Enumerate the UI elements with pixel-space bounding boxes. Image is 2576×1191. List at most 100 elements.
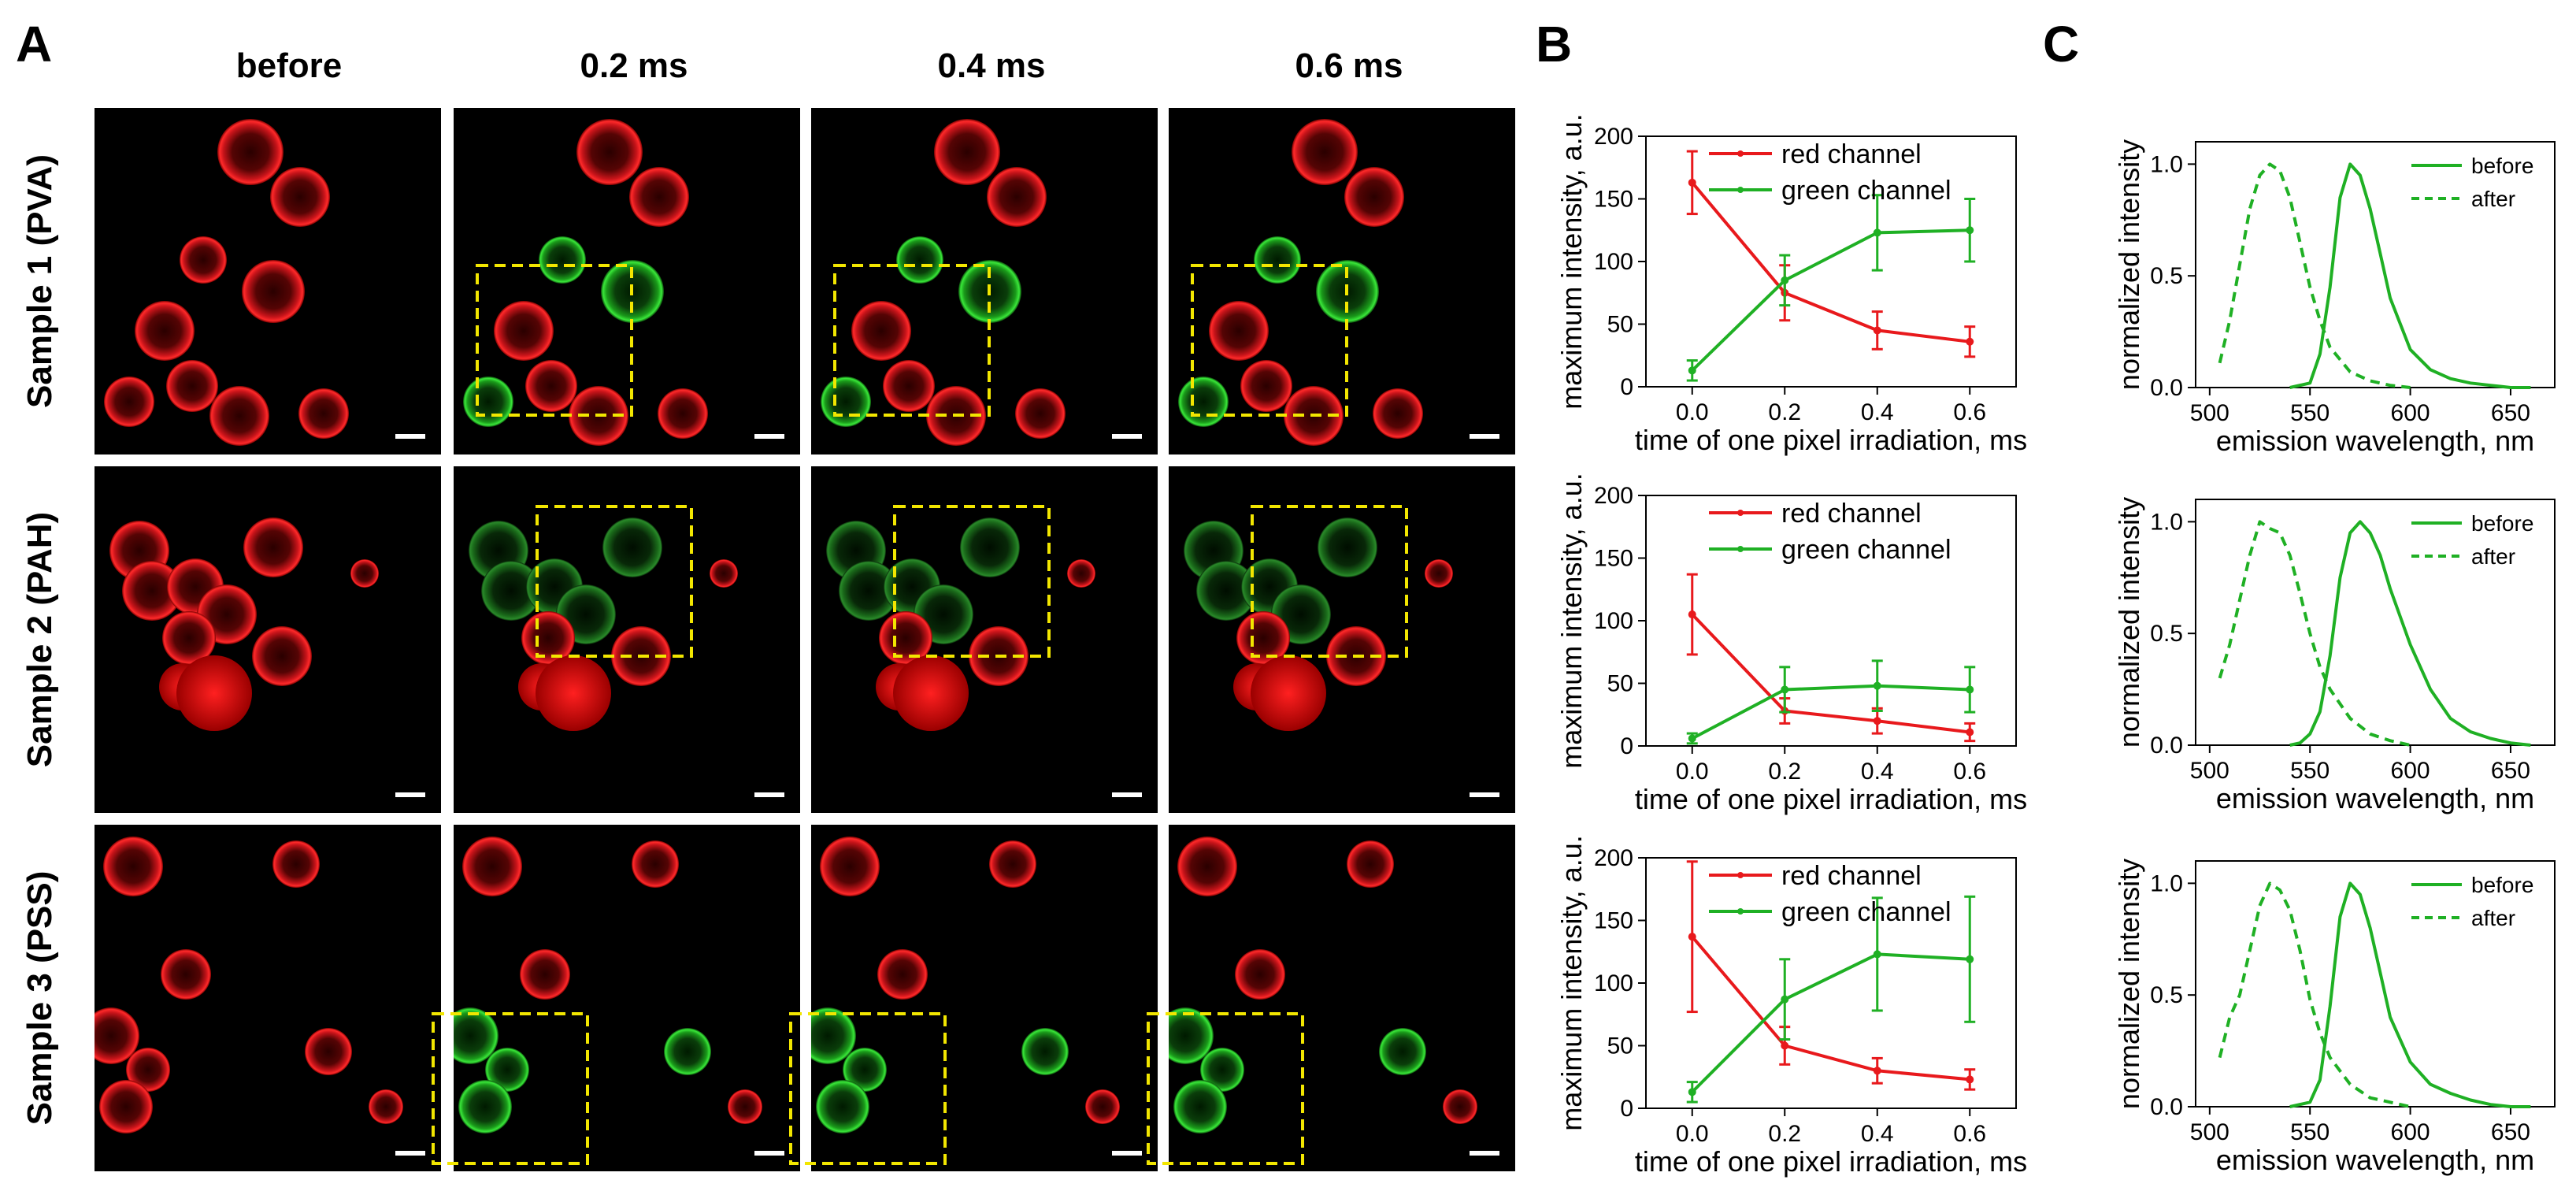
legend-label: before xyxy=(2471,873,2533,897)
capsule xyxy=(272,840,320,888)
capsule xyxy=(1318,518,1377,577)
data-point xyxy=(1873,681,1881,690)
y-tick-label: 0.0 xyxy=(2150,375,2183,401)
capsule xyxy=(462,837,522,896)
capsule xyxy=(1292,119,1358,185)
capsule xyxy=(987,167,1047,227)
capsule xyxy=(1085,1089,1120,1124)
capsule xyxy=(99,1080,153,1133)
capsule xyxy=(1235,949,1285,1000)
x-tick-label: 0.6 xyxy=(1953,399,1986,425)
data-point xyxy=(1966,337,1974,346)
capsule xyxy=(877,949,928,1000)
image-tile-r3-c4 xyxy=(1147,825,1515,1171)
capsule xyxy=(536,655,611,731)
capsule xyxy=(520,949,570,1000)
plot-frame xyxy=(2195,141,2556,388)
capsule xyxy=(893,655,969,731)
capsule xyxy=(243,518,303,577)
capsule xyxy=(1240,360,1292,412)
y-tick-label: 50 xyxy=(1607,1033,1633,1059)
capsule xyxy=(162,611,216,665)
highlight-box xyxy=(1147,1012,1304,1165)
y-tick-label: 100 xyxy=(1594,970,1633,996)
data-point xyxy=(1966,685,1974,694)
image-tile-r2-c1 xyxy=(95,466,441,813)
scale-bar xyxy=(754,434,784,439)
legend-label: after xyxy=(2471,544,2515,569)
x-axis-title: time of one pixel irradiation, ms xyxy=(1635,783,2027,815)
image-tile-r1-c2 xyxy=(454,108,800,455)
capsule xyxy=(103,837,163,896)
series-line-green-channel xyxy=(1691,228,1970,372)
scale-bar xyxy=(1470,1151,1499,1156)
scale-bar xyxy=(754,792,784,797)
y-tick-label: 0 xyxy=(1620,733,1633,759)
image-tile-r3-c3 xyxy=(789,825,1158,1171)
x-tick-label: 0.2 xyxy=(1768,1121,1801,1147)
data-point xyxy=(1966,728,1974,736)
capsule xyxy=(1443,1089,1477,1124)
capsule xyxy=(1209,301,1269,361)
y-axis-title: normalized intensity xyxy=(2113,139,2145,390)
microscopy-grid xyxy=(95,108,1515,1171)
series-line-after xyxy=(2218,520,2411,747)
y-tick-label: 0.0 xyxy=(2150,1094,2183,1120)
legend-label: red channel xyxy=(1781,499,1922,529)
row-label-sample-2: Sample 2 (PAH) xyxy=(20,512,59,767)
capsule xyxy=(305,1028,352,1075)
capsule xyxy=(242,260,305,323)
row-label-sample-1: Sample 1 (PVA) xyxy=(20,154,59,408)
legend-label: after xyxy=(2471,906,2515,930)
highlight-box xyxy=(432,1012,589,1165)
y-tick-label: 150 xyxy=(1594,546,1633,572)
y-tick-label: 150 xyxy=(1594,187,1633,213)
legend-marker xyxy=(1737,872,1744,878)
y-tick-label: 100 xyxy=(1594,249,1633,275)
plot-frame xyxy=(1645,495,2017,747)
data-point xyxy=(1688,933,1696,941)
highlight-box xyxy=(789,1012,947,1165)
y-tick-label: 1.0 xyxy=(2150,870,2183,896)
image-tile-r3-c2 xyxy=(432,825,800,1171)
y-axis-title: maximum intensity, a.u. xyxy=(1555,835,1588,1130)
capsule xyxy=(252,626,312,686)
column-header-before: before xyxy=(236,46,342,85)
y-tick-label: 200 xyxy=(1594,483,1633,509)
capsule xyxy=(1236,611,1290,665)
x-tick-label: 0.0 xyxy=(1676,1121,1709,1147)
y-tick-label: 0.5 xyxy=(2150,621,2183,647)
series-line-before xyxy=(2289,881,2531,1108)
capsule xyxy=(960,518,1020,577)
capsule xyxy=(602,518,662,577)
panel-label-c: C xyxy=(2043,16,2079,72)
capsule xyxy=(525,360,577,412)
data-point xyxy=(1873,1067,1881,1075)
y-tick-label: 200 xyxy=(1594,845,1633,871)
x-axis-title: time of one pixel irradiation, ms xyxy=(1635,424,2027,456)
capsule xyxy=(209,386,269,446)
x-tick-label: 0.0 xyxy=(1676,759,1709,785)
y-tick-label: 50 xyxy=(1607,671,1633,697)
capsule xyxy=(539,236,586,284)
capsule xyxy=(1254,236,1301,284)
data-point xyxy=(1873,950,1881,959)
y-axis-title: maximum intensity, a.u. xyxy=(1555,113,1588,409)
x-tick-label: 0.2 xyxy=(1768,399,1801,425)
x-tick-label: 0.6 xyxy=(1953,1121,1986,1147)
x-tick-label: 500 xyxy=(2190,400,2229,426)
capsule xyxy=(180,236,227,284)
data-point xyxy=(1781,276,1789,284)
capsule xyxy=(1173,1080,1227,1133)
capsule xyxy=(989,840,1036,888)
capsule xyxy=(217,119,284,185)
capsule xyxy=(458,1080,512,1133)
x-axis-title: emission wavelength, nm xyxy=(2216,425,2534,457)
column-header-0-4ms: 0.4 ms xyxy=(938,46,1046,85)
capsule xyxy=(629,167,689,227)
x-tick-label: 600 xyxy=(2391,400,2430,426)
data-point xyxy=(1688,178,1696,187)
